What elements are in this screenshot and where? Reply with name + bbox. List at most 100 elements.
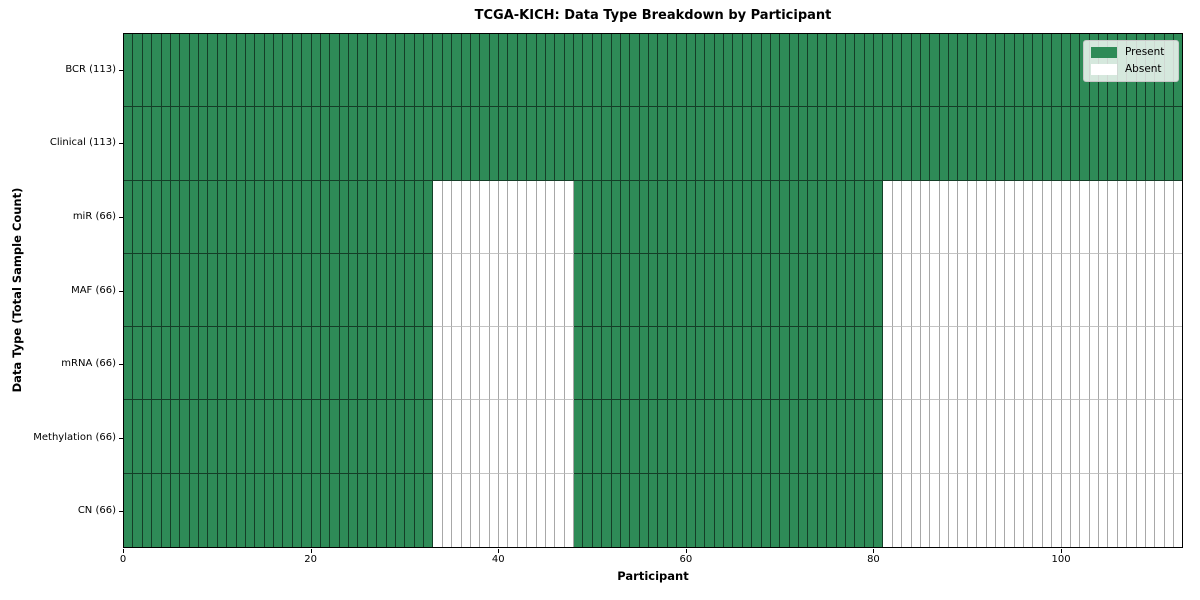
matrix-cell xyxy=(442,180,453,254)
matrix-cell xyxy=(817,107,828,181)
matrix-cell xyxy=(349,473,359,547)
matrix-cell xyxy=(1089,400,1099,474)
matrix-cell xyxy=(574,327,584,401)
matrix-cell xyxy=(949,253,959,328)
legend-item-present: Present xyxy=(1091,47,1170,58)
matrix-cell xyxy=(695,107,706,181)
matrix-cell xyxy=(724,400,734,474)
matrix-cell xyxy=(930,180,940,254)
matrix-cell xyxy=(395,180,406,254)
matrix-cell xyxy=(395,473,406,547)
y-tick-mark xyxy=(119,437,123,439)
matrix-cell xyxy=(377,253,387,328)
matrix-cell xyxy=(367,473,378,547)
matrix-cell xyxy=(986,253,996,328)
y-tick-mark xyxy=(119,69,123,71)
matrix-cell xyxy=(705,327,715,401)
matrix-cell xyxy=(142,107,153,181)
matrix-cell xyxy=(189,34,199,108)
matrix-cell xyxy=(677,253,687,328)
matrix-cell xyxy=(995,34,1006,108)
matrix-cell xyxy=(995,107,1006,181)
x-tick-label: 40 xyxy=(491,554,505,565)
matrix-cell xyxy=(667,253,678,328)
y-tick-mark xyxy=(119,364,123,366)
matrix-cell xyxy=(995,473,1006,547)
matrix-cell xyxy=(292,473,303,547)
matrix-cell xyxy=(902,107,912,181)
matrix-cell xyxy=(311,34,321,108)
matrix-cell xyxy=(499,180,509,254)
matrix-cell xyxy=(180,473,190,547)
matrix-cell xyxy=(470,107,481,181)
matrix-cell xyxy=(199,473,209,547)
matrix-cell xyxy=(742,400,753,474)
matrix-cell xyxy=(1127,107,1137,181)
matrix-cell xyxy=(1080,400,1090,474)
matrix-cell xyxy=(292,253,303,328)
matrix-cell xyxy=(883,327,893,401)
matrix-cell xyxy=(939,473,949,547)
matrix-cell xyxy=(1145,400,1156,474)
matrix-cell xyxy=(367,107,378,181)
matrix-cell xyxy=(845,107,856,181)
matrix-cell xyxy=(480,473,490,547)
matrix-cell xyxy=(836,253,846,328)
matrix-cell xyxy=(470,473,481,547)
matrix-cell xyxy=(1174,180,1183,254)
matrix-cell xyxy=(977,253,987,328)
matrix-cell xyxy=(1117,327,1128,401)
matrix-cell xyxy=(920,34,931,108)
y-tick-mark xyxy=(119,511,123,513)
matrix-cell xyxy=(386,253,396,328)
matrix-cell xyxy=(199,400,209,474)
matrix-cell xyxy=(320,400,331,474)
matrix-cell xyxy=(1145,180,1156,254)
matrix-cell xyxy=(170,107,181,181)
matrix-cell xyxy=(770,107,781,181)
matrix-cell xyxy=(283,107,293,181)
x-tick-mark xyxy=(1061,549,1063,553)
matrix-cell xyxy=(1080,107,1090,181)
matrix-cell xyxy=(883,473,893,547)
matrix-cell xyxy=(1070,253,1081,328)
matrix-cell xyxy=(1127,400,1137,474)
matrix-cell xyxy=(911,327,921,401)
matrix-cell xyxy=(902,327,912,401)
matrix-cell xyxy=(555,107,565,181)
matrix-cell xyxy=(489,400,499,474)
matrix-cell xyxy=(967,253,978,328)
matrix-cell xyxy=(339,107,349,181)
matrix-cell xyxy=(1033,34,1043,108)
matrix-cell xyxy=(808,400,818,474)
matrix-cell xyxy=(405,34,415,108)
matrix-cell xyxy=(592,253,603,328)
matrix-cell xyxy=(555,400,565,474)
matrix-cell xyxy=(358,400,368,474)
matrix-cell xyxy=(649,327,659,401)
matrix-cell xyxy=(555,180,565,254)
matrix-cell xyxy=(592,400,603,474)
matrix-cell xyxy=(1155,107,1165,181)
matrix-cell xyxy=(752,327,762,401)
matrix-cell xyxy=(386,327,396,401)
matrix-cell xyxy=(1033,473,1043,547)
matrix-cell xyxy=(264,473,274,547)
matrix-cell xyxy=(414,253,424,328)
matrix-row-Methylation xyxy=(124,400,1183,474)
matrix-cell xyxy=(1061,34,1071,108)
matrix-cell xyxy=(1033,107,1043,181)
matrix-cell xyxy=(386,473,396,547)
matrix-cell xyxy=(1005,34,1015,108)
matrix-cell xyxy=(967,180,978,254)
matrix-cell xyxy=(433,253,443,328)
matrix-cell xyxy=(836,327,846,401)
matrix-cell xyxy=(536,34,546,108)
matrix-cell xyxy=(377,180,387,254)
matrix-cell xyxy=(995,180,1006,254)
matrix-cell xyxy=(986,400,996,474)
matrix-cell xyxy=(630,253,640,328)
matrix-cell xyxy=(874,327,884,401)
matrix-cell xyxy=(667,107,678,181)
matrix-cell xyxy=(780,327,790,401)
